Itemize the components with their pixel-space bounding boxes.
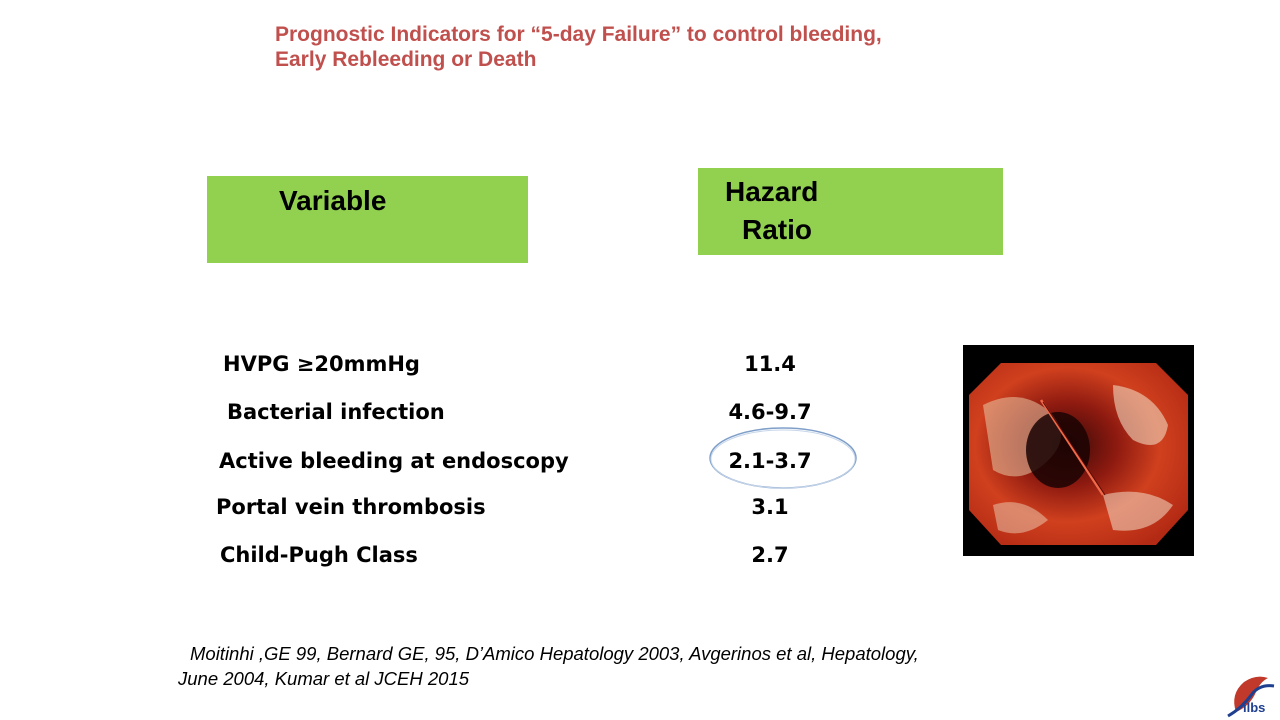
row-value-active-bleeding: 2.1-3.7 xyxy=(728,449,812,473)
title-line-1: Prognostic Indicators for “5-day Failure… xyxy=(275,23,882,46)
citation-line-1: Moitinhi ,GE 99, Bernard GE, 95, D’Amico… xyxy=(190,643,919,664)
hazard-header-line-2: Ratio xyxy=(742,214,812,245)
highlight-ellipse xyxy=(709,427,857,489)
title-line-2: Early Rebleeding or Death xyxy=(275,48,537,71)
row-value-bacterial: 4.6-9.7 xyxy=(728,400,812,424)
variable-header-label: Variable xyxy=(279,185,387,216)
logo-text: ilbs xyxy=(1243,700,1266,715)
citation: Moitinhi ,GE 99, Bernard GE, 95, D’Amico… xyxy=(178,641,1078,691)
slide-title: Prognostic Indicators for “5-day Failure… xyxy=(275,22,1035,72)
row-value-portal-vein: 3.1 xyxy=(751,495,789,519)
row-value-child-pugh: 2.7 xyxy=(751,543,789,567)
variable-header: Variable xyxy=(207,176,528,263)
row-value-hvpg: 11.4 xyxy=(744,352,796,376)
ilbs-logo-icon xyxy=(1227,676,1275,718)
row-variable-active-bleeding: Active bleeding at endoscopy xyxy=(219,449,569,473)
hazard-ratio-header: Hazard Ratio xyxy=(698,168,1003,255)
hazard-header-line-1: Hazard xyxy=(725,176,819,207)
endoscopy-photo-icon xyxy=(963,345,1194,556)
row-variable-portal-vein: Portal vein thrombosis xyxy=(216,495,486,519)
citation-line-2: June 2004, Kumar et al JCEH 2015 xyxy=(178,668,470,689)
row-variable-bacterial: Bacterial infection xyxy=(227,400,445,424)
row-variable-child-pugh: Child-Pugh Class xyxy=(220,543,418,567)
row-variable-hvpg: HVPG ≥20mmHg xyxy=(223,352,420,376)
